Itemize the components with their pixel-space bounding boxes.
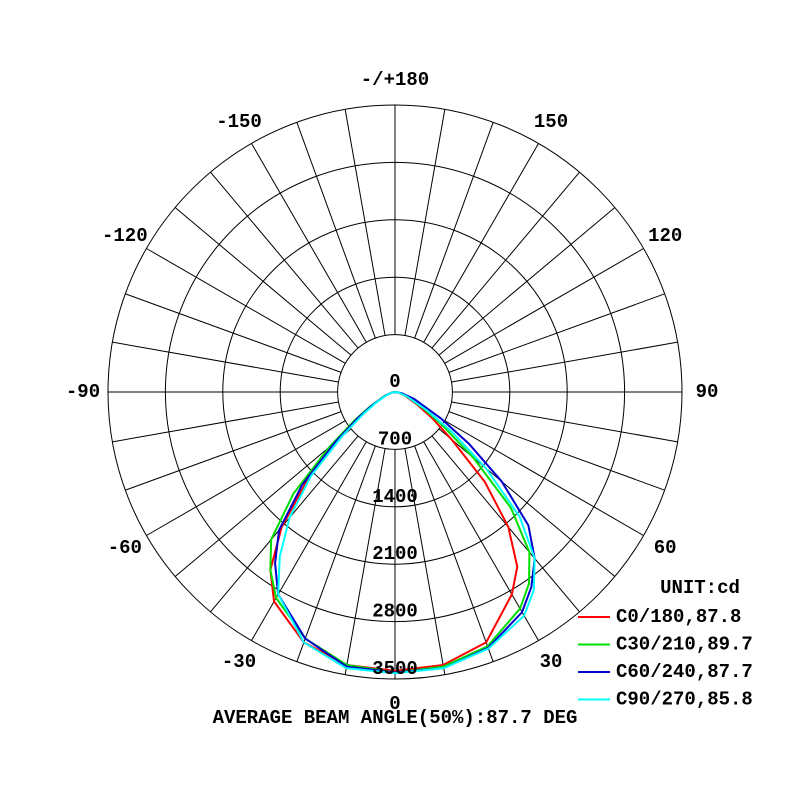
angle-tick-label: -90 [66, 381, 100, 403]
radial-line [438, 207, 616, 356]
legend-label: C90/270,85.8 [616, 689, 753, 711]
radial-line [344, 109, 386, 336]
radial-line [174, 207, 352, 356]
radial-line [125, 293, 342, 373]
radial-line [146, 420, 346, 536]
radial-line [414, 445, 494, 662]
intensity-curve [277, 391, 536, 675]
radial-line [451, 341, 678, 383]
r-tick-label: 1400 [372, 486, 418, 508]
polar-grid [107, 104, 683, 680]
radial-line [112, 341, 339, 383]
radial-line [296, 445, 376, 662]
angle-tick-label: -150 [216, 111, 262, 133]
r-tick-label: 2100 [372, 543, 418, 565]
radial-line [251, 441, 367, 641]
angle-tick-label: 0 [389, 693, 400, 715]
radial-line [210, 171, 359, 349]
curves [269, 391, 536, 675]
radial-line [451, 401, 678, 443]
angle-tick-label: -/+180 [361, 69, 429, 91]
angle-tick-label: 120 [648, 225, 682, 247]
radial-line [174, 428, 352, 577]
r-tick-label: 3500 [372, 658, 418, 680]
radial-line [423, 441, 539, 641]
angle-tick-label: -30 [222, 651, 256, 673]
r-tick-label: 0 [389, 371, 400, 393]
angle-tick-label: -120 [102, 225, 148, 247]
labels: 0 700 1400 2100 2800 3500 -/+180 -150 150 -120 120… [66, 69, 753, 715]
footer: AVERAGE BEAM ANGLE(50%):87.7 DEG [213, 707, 578, 729]
legend-label: C0/180,87.8 [616, 606, 741, 628]
radial-line [444, 420, 644, 536]
radial-line [344, 448, 386, 675]
radial-line [251, 143, 367, 343]
radial-line [448, 293, 665, 373]
r-tick-label: 2800 [372, 601, 418, 623]
r-tick-label: 700 [378, 428, 412, 450]
legend-label: C60/240,87.7 [616, 661, 753, 683]
radial-line [444, 248, 644, 364]
angle-tick-label: 30 [540, 651, 563, 673]
radial-line [404, 448, 446, 675]
radial-line [125, 411, 342, 491]
radial-line [448, 411, 665, 491]
radial-line [431, 171, 580, 349]
radial-line [112, 401, 339, 443]
radial-line [423, 143, 539, 343]
radial-line [146, 248, 346, 364]
unit-label: UNIT:cd [660, 577, 740, 599]
angle-tick-label: 60 [654, 537, 677, 559]
legend-label: C30/210,89.7 [616, 634, 753, 656]
radial-line [296, 122, 376, 339]
radial-line [404, 109, 446, 336]
radial-line [414, 122, 494, 339]
angle-tick-label: 90 [696, 381, 719, 403]
angle-tick-label: 150 [534, 111, 568, 133]
angle-tick-label: -60 [108, 537, 142, 559]
